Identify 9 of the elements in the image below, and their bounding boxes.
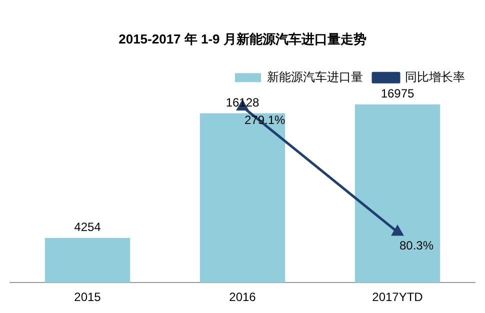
chart-title: 2015-2017 年 1-9 月新能源汽车进口量走势	[118, 31, 366, 46]
x-tick-label: 2017YTD	[372, 290, 424, 304]
legend-label: 同比增长率	[405, 70, 465, 84]
data-label: 4254	[74, 220, 102, 234]
x-tick-label: 2016	[229, 290, 256, 304]
legend-label: 新能源汽车进口量	[267, 70, 363, 84]
data-label: 80.3%	[400, 238, 434, 252]
x-tick-label: 2015	[74, 290, 102, 304]
data-label: 16975	[380, 86, 415, 101]
